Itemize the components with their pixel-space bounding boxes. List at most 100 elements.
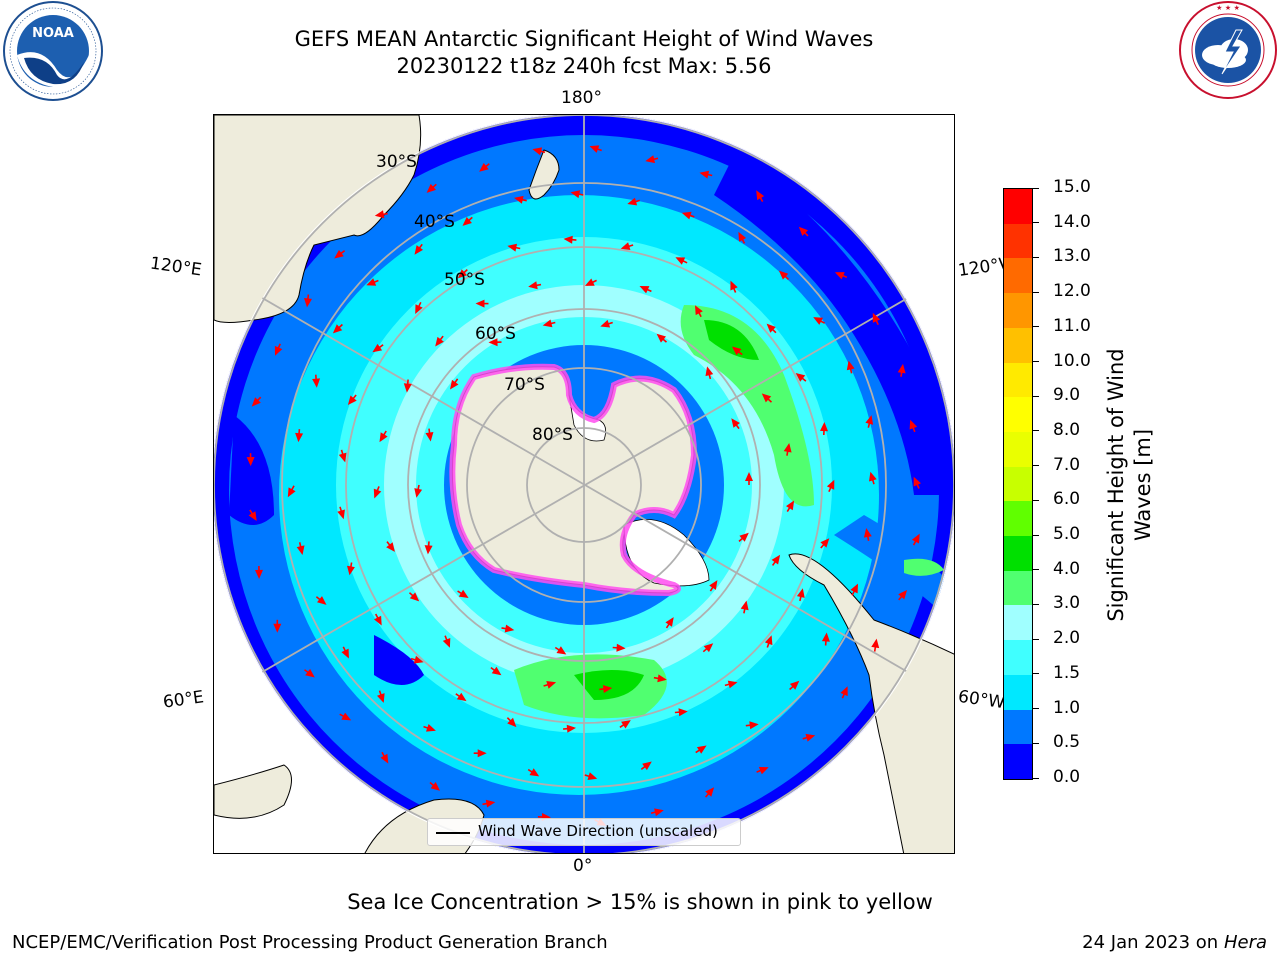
wave-direction-arrow-head [621, 720, 631, 729]
colorbar-tick-label: 4.0 [1053, 558, 1081, 579]
wave-direction-arrow-head [749, 721, 759, 730]
lon-label-top: 180° [561, 88, 602, 108]
colorbar-tick-label: 1.5 [1053, 662, 1081, 683]
wave-direction-arrow-head [566, 724, 576, 733]
wave-direction-arrow-head [485, 799, 496, 808]
wave-direction-arrow-head [766, 323, 776, 333]
wave-direction-arrow-head [820, 538, 830, 548]
lon-label-60e: 60°E [161, 687, 206, 713]
colorbar-tick-label: 10.0 [1053, 350, 1091, 371]
wave-direction-arrow-head [504, 624, 515, 633]
wave-direction-arrow-head [699, 170, 710, 179]
colorbar-segment [1004, 327, 1032, 363]
footer-branch: NCEP/EMC/Verification Post Processing Pr… [12, 932, 608, 953]
wave-direction-arrow-head [374, 615, 382, 626]
legend-line-sample [436, 832, 470, 834]
wave-direction-arrow-head [821, 632, 830, 642]
wave-direction-arrow-head [627, 197, 638, 206]
colorbar-tick-label: 14.0 [1053, 211, 1091, 232]
wave-direction-arrow-head [304, 298, 312, 308]
wave-direction-arrow-head [377, 693, 385, 703]
wave-direction-arrow-head [865, 415, 874, 425]
lon-label-120e: 120°E [148, 253, 203, 281]
colorbar-tick [1033, 430, 1039, 432]
wave-direction-arrow-head [413, 655, 424, 664]
wave-direction-arrow-head [872, 312, 881, 323]
colorbar-segment [1004, 466, 1032, 502]
wave-direction-arrow-head [745, 472, 753, 481]
wave-direction-arrow-head [546, 681, 557, 689]
lat-label-70s: 70°S [504, 375, 545, 395]
colorbar-tick [1033, 569, 1039, 571]
wave-direction-arrow-head [826, 479, 835, 490]
wave-direction-arrow-head [332, 324, 343, 334]
wave-direction-arrow-head [415, 304, 423, 314]
colorbar-tick [1033, 499, 1039, 501]
wave-direction-arrow-head [450, 379, 459, 390]
chart-title-line2: 20230122 t18z 240h fcst Max: 5.56 [396, 54, 772, 78]
wave-direction-arrow-head [584, 278, 595, 286]
wave-direction-arrow-head [251, 397, 261, 407]
colorbar-segment [1004, 535, 1032, 571]
wave-direction-arrow-head [850, 583, 858, 594]
colorbar-segment [1004, 570, 1032, 606]
colorbar-segment [1004, 639, 1032, 675]
wave-direction-arrow-head [642, 761, 652, 771]
wave-direction-arrow-head [409, 592, 420, 602]
map-legend: Wind Wave Direction (unscaled) [427, 818, 741, 846]
wave-direction-arrow-head [656, 333, 666, 343]
colorbar-tick-label: 0.5 [1053, 732, 1081, 753]
wave-direction-arrow-head [458, 589, 469, 598]
wave-direction-arrow-head [616, 643, 626, 652]
wave-direction-arrow-head [341, 648, 349, 659]
colorbar-title-line1: Significant Height of Wind [1104, 348, 1128, 622]
wave-direction-arrow-head [756, 190, 765, 201]
wave-direction-arrow-head [305, 668, 315, 678]
wave-direction-arrow-head [488, 338, 498, 347]
colorbar-segment [1004, 396, 1032, 432]
wave-direction-arrow-head [730, 280, 738, 291]
wave-direction-arrow-head [542, 319, 553, 328]
colorbar-segment [1004, 223, 1032, 259]
wave-direction-arrow-head [379, 432, 388, 443]
wave-direction-arrow-head [373, 488, 382, 499]
lat-label-80s: 80°S [532, 425, 573, 445]
wave-direction-arrow-head [334, 249, 344, 259]
polar-map[interactable] [213, 114, 955, 854]
wave-direction-arrow-head [287, 487, 296, 498]
colorbar-tick [1033, 708, 1039, 710]
colorbar-tick [1033, 673, 1039, 675]
wave-direction-arrow-head [675, 257, 686, 265]
wave-direction-arrow-head [813, 317, 823, 325]
lat-label-50s: 50°S [444, 270, 485, 290]
colorbar-tick [1033, 326, 1039, 328]
wave-direction-arrow-head [532, 147, 543, 156]
wave-direction-arrow-head [705, 787, 715, 797]
wave-direction-arrow-head [620, 242, 631, 250]
noaa-logo-icon: NOAA [3, 1, 103, 101]
colorbar-tick-label: 13.0 [1053, 246, 1091, 267]
wave-direction-arrow-head [703, 643, 714, 653]
wave-direction-arrow-head [840, 686, 848, 697]
wave-direction-arrow-head [556, 646, 567, 655]
wave-direction-arrow-head [758, 766, 769, 775]
wave-direction-arrow-head [897, 363, 906, 374]
wave-direction-arrow-head [430, 782, 440, 791]
wind-wave-arrows [246, 145, 921, 826]
colorbar-segment [1004, 257, 1032, 294]
colorbar-tick-label: 2.0 [1053, 628, 1081, 649]
colorbar-segment [1004, 362, 1032, 398]
wave-direction-arrow-head [798, 226, 808, 236]
wave-direction-arrow-head [665, 617, 674, 627]
wave-direction-arrow-head [898, 590, 907, 600]
colorbar-title-line2: Waves [m] [1131, 428, 1155, 542]
footer-host: Hera [1223, 932, 1267, 953]
colorbar-segment [1004, 500, 1032, 537]
wave-direction-arrow-head [587, 772, 598, 780]
wave-direction-arrow-head [366, 278, 377, 286]
colorbar-segment [1004, 188, 1032, 224]
colorbar-tick-label: 5.0 [1053, 524, 1081, 545]
colorbar-tick-label: 1.0 [1053, 697, 1081, 718]
wave-direction-arrow-head [639, 286, 650, 294]
wave-direction-arrow-head [709, 580, 718, 590]
